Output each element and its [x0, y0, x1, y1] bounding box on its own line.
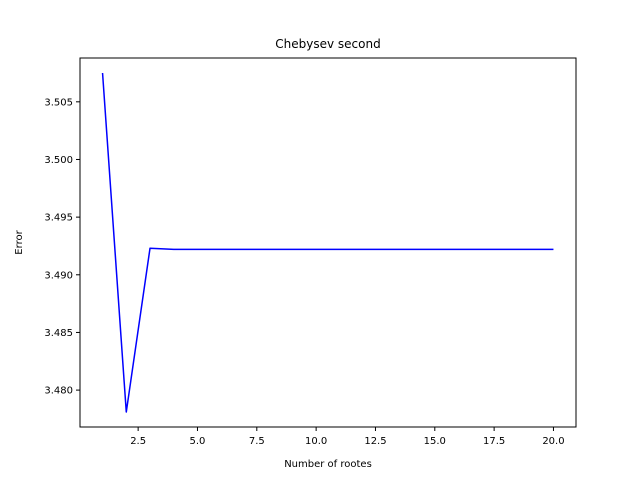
- x-axis-ticks: 2.5 5.0 7.5 10.0 12.5 15.0 17.5 20.0: [130, 427, 565, 447]
- y-tick-label: 3.485: [44, 328, 73, 339]
- x-tick-label: 2.5: [130, 436, 146, 447]
- y-tick-label: 3.480: [44, 386, 73, 397]
- series-line-1: [101, 72, 554, 413]
- x-tick-label: 20.0: [542, 436, 564, 447]
- x-tick-label: 17.5: [483, 436, 505, 447]
- chart-title: Chebysev second: [275, 37, 380, 51]
- x-axis-label: Number of rootes: [284, 459, 372, 470]
- x-tick-label: 10.0: [305, 436, 327, 447]
- x-tick-label: 5.0: [190, 436, 206, 447]
- plot-frame: [79, 57, 577, 428]
- y-axis-label: Error: [14, 229, 25, 254]
- x-tick-label: 12.5: [364, 436, 386, 447]
- x-tick-label: 15.0: [424, 436, 446, 447]
- y-tick-label: 3.495: [44, 213, 73, 224]
- x-tick-label: 7.5: [249, 436, 265, 447]
- plot-area: [80, 58, 576, 427]
- y-tick-label: 3.505: [44, 97, 73, 108]
- y-tick-label: 3.500: [44, 155, 73, 166]
- series-layer: [101, 72, 554, 413]
- y-tick-label: 3.490: [44, 270, 73, 281]
- y-axis-ticks: 3.480 3.485 3.490 3.495 3.500 3.505: [44, 97, 80, 397]
